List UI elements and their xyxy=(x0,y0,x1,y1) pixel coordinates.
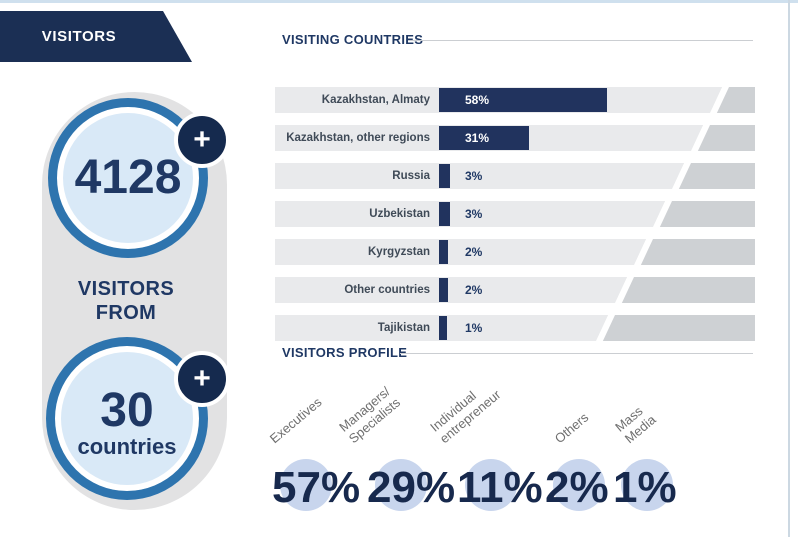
country-bar-value: 31% xyxy=(465,131,490,145)
country-bar-chart: Kazakhstan, Almaty 58% Kazakhstan, other… xyxy=(275,87,755,353)
percent-text: 2% xyxy=(545,463,609,512)
profile-percent: 57% xyxy=(272,459,361,515)
country-bar-value: 3% xyxy=(465,169,483,183)
percent-highlight-circle xyxy=(375,459,427,511)
profile-category-label: Managers/ Specialists xyxy=(336,383,403,447)
country-row: Kazakhstan, Almaty 58% xyxy=(275,87,755,113)
percent-highlight-circle xyxy=(553,459,605,511)
country-row: Other countries 2% xyxy=(275,277,755,303)
diagonal-decoration xyxy=(595,315,755,341)
country-bar-value: 2% xyxy=(465,283,483,297)
country-bar xyxy=(439,278,448,302)
visitor-count: 4128 xyxy=(74,151,182,204)
profile-category-label: Mass Media xyxy=(612,403,659,447)
slide-top-edge xyxy=(0,0,798,3)
visiting-countries-title: VISITING COUNTRIES xyxy=(282,32,424,47)
visitors-from-label: VISITORS FROM xyxy=(77,278,175,324)
country-bar-value: 2% xyxy=(465,245,483,259)
diagonal-decoration xyxy=(633,239,755,265)
percent-highlight-circle xyxy=(465,459,517,511)
countries-word: countries xyxy=(77,434,177,460)
percent-text: 1% xyxy=(613,463,677,512)
country-count: 30 xyxy=(100,384,154,438)
country-bar-value: 1% xyxy=(465,321,483,335)
profile-category-labels: Executives Managers/ Specialists Individ… xyxy=(266,365,770,450)
percent-text: 11% xyxy=(457,463,543,512)
profile-category-label: Others xyxy=(551,409,592,447)
country-label: Uzbekistan xyxy=(369,208,430,220)
visitors-profile-title: VISITORS PROFILE xyxy=(282,345,408,360)
percent-highlight-circle xyxy=(621,459,673,511)
diagonal-decoration xyxy=(671,163,755,189)
profile-percent: 1% xyxy=(613,459,677,515)
country-label: Kazakhstan, other regions xyxy=(286,132,430,144)
country-bar xyxy=(439,126,529,150)
country-bar-value: 58% xyxy=(465,93,490,107)
plus-glyph: + xyxy=(193,362,211,395)
country-bar-value: 3% xyxy=(465,207,483,221)
country-row: Russia 3% xyxy=(275,163,755,189)
country-bar xyxy=(439,88,608,112)
percent-text: 57% xyxy=(272,463,361,512)
diagonal-decoration xyxy=(652,201,755,227)
profile-percent: 11% xyxy=(457,459,543,515)
country-label: Tajikistan xyxy=(377,322,430,334)
profile-percent: 2% xyxy=(545,459,609,515)
section-divider xyxy=(400,353,753,354)
country-label: Other countries xyxy=(344,284,430,296)
plus-icon: + xyxy=(174,112,230,168)
profile-category-label: Individual entrepreneur xyxy=(427,386,504,447)
section-divider xyxy=(408,40,753,41)
country-row: Kyrgyzstan 2% xyxy=(275,239,755,265)
diagonal-decoration xyxy=(690,125,755,151)
plus-icon: + xyxy=(174,351,230,407)
country-row: Tajikistan 1% xyxy=(275,315,755,341)
profile-category-label: Executives xyxy=(266,394,325,447)
slide-right-edge xyxy=(788,0,790,537)
percent-text: 29% xyxy=(367,463,456,512)
profile-percent: 29% xyxy=(367,459,456,515)
country-label: Kyrgyzstan xyxy=(368,246,430,258)
visitors-banner-label: VISITORS xyxy=(41,28,117,45)
country-bar xyxy=(439,316,447,340)
country-bar xyxy=(439,202,450,226)
country-row: Uzbekistan 3% xyxy=(275,201,755,227)
country-bar xyxy=(439,164,450,188)
country-bar xyxy=(439,240,448,264)
profile-percent-values: 57% 29% 11% 2% 1% xyxy=(270,459,770,532)
diagonal-decoration xyxy=(614,277,755,303)
plus-glyph: + xyxy=(193,123,211,156)
country-row: Kazakhstan, other regions 31% xyxy=(275,125,755,151)
diagonal-decoration xyxy=(709,87,755,113)
percent-highlight-circle xyxy=(280,459,332,511)
country-label: Kazakhstan, Almaty xyxy=(321,94,430,106)
visitors-banner: VISITORS xyxy=(0,11,192,62)
country-label: Russia xyxy=(392,170,430,182)
